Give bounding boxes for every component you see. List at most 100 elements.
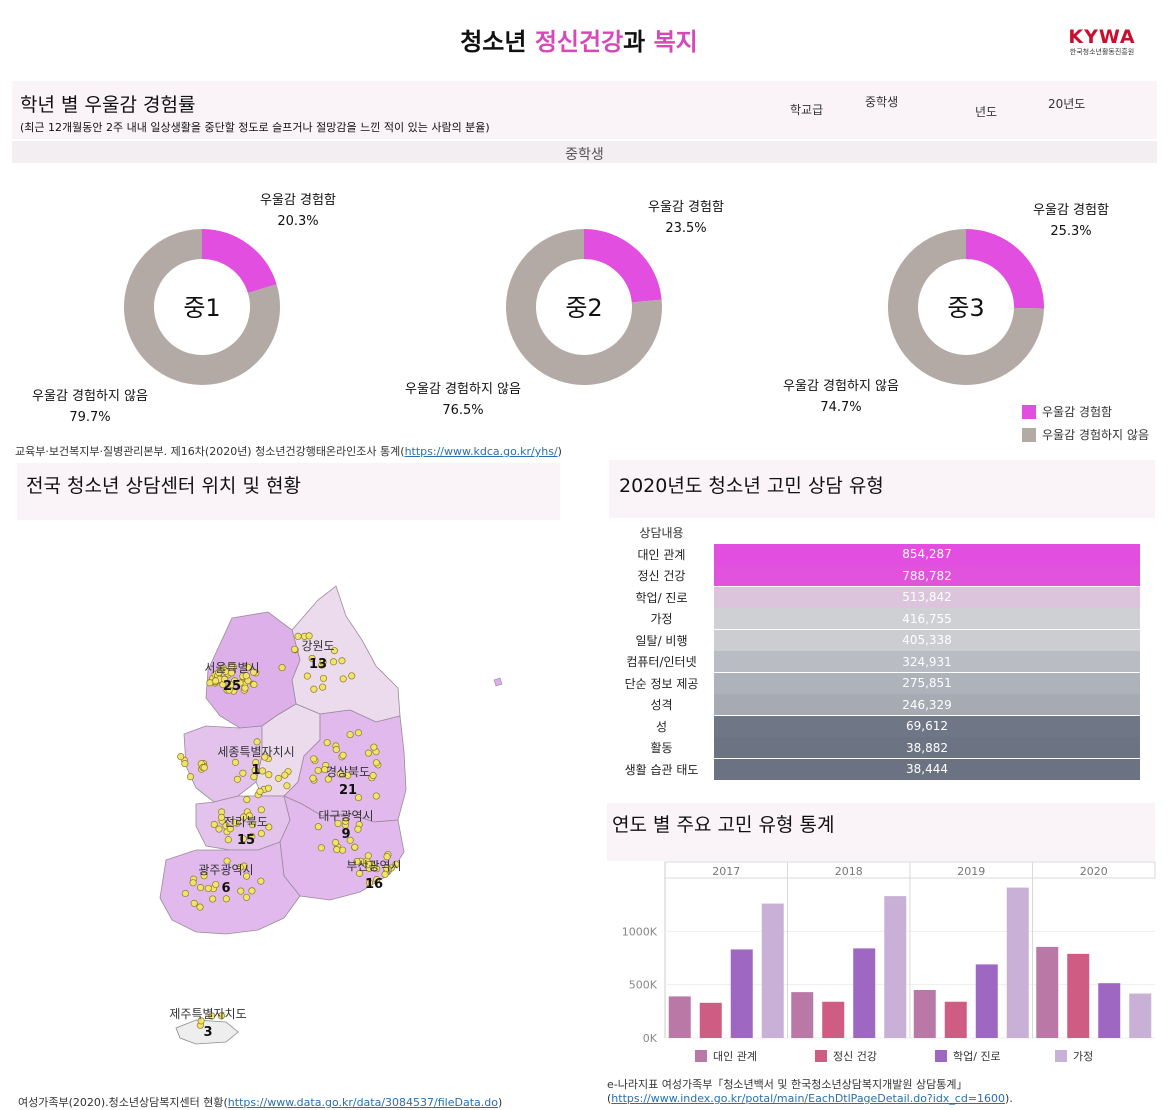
bar[interactable]: [668, 996, 691, 1038]
center-marker[interactable]: [208, 1012, 216, 1020]
consult-row[interactable]: 대인 관계 854,287: [609, 543, 1154, 566]
bar-legend-item[interactable]: 가정: [1055, 1050, 1093, 1063]
donut-3-slice-no[interactable]: [888, 229, 1044, 385]
donut-1[interactable]: 중1: [124, 229, 280, 385]
consult-row[interactable]: 컴퓨터/인터넷 324,931: [609, 651, 1154, 673]
donut-2-slice-no[interactable]: [506, 229, 662, 385]
map-source-link[interactable]: https://www.data.go.kr/data/3084537/file…: [227, 1096, 498, 1109]
donut-2[interactable]: 중2: [506, 229, 662, 385]
bar[interactable]: [913, 990, 936, 1038]
donut-3[interactable]: 중3: [888, 229, 1044, 385]
center-marker[interactable]: [333, 846, 341, 854]
center-marker[interactable]: [253, 738, 261, 746]
center-marker[interactable]: [309, 774, 317, 782]
center-marker[interactable]: [177, 753, 185, 761]
center-marker[interactable]: [244, 663, 252, 671]
center-marker[interactable]: [274, 774, 283, 782]
center-marker[interactable]: [305, 632, 313, 640]
center-marker[interactable]: [283, 782, 291, 790]
center-marker[interactable]: [314, 823, 322, 831]
center-marker[interactable]: [223, 857, 231, 865]
center-marker[interactable]: [215, 669, 223, 677]
bar[interactable]: [699, 1002, 722, 1038]
center-marker[interactable]: [351, 843, 359, 851]
center-marker[interactable]: [321, 766, 329, 774]
consult-row[interactable]: 정신 건강 788,782: [609, 565, 1154, 587]
center-marker[interactable]: [204, 884, 212, 892]
consult-row[interactable]: 활동 38,882: [609, 737, 1154, 759]
center-marker[interactable]: [217, 813, 226, 821]
center-marker[interactable]: [317, 844, 325, 852]
center-marker[interactable]: [331, 838, 340, 847]
center-marker[interactable]: [354, 794, 363, 802]
center-marker[interactable]: [339, 675, 347, 683]
center-marker[interactable]: [241, 684, 249, 692]
center-marker[interactable]: [369, 771, 377, 780]
center-marker[interactable]: [221, 675, 229, 683]
center-marker[interactable]: [370, 743, 378, 751]
center-marker[interactable]: [226, 825, 234, 833]
center-marker[interactable]: [310, 755, 318, 763]
center-marker[interactable]: [392, 860, 400, 868]
donut-2-slice-yes[interactable]: [583, 229, 662, 304]
center-marker[interactable]: [257, 806, 265, 814]
center-marker[interactable]: [250, 680, 258, 689]
center-marker[interactable]: [338, 657, 346, 665]
center-marker[interactable]: [372, 759, 380, 767]
center-marker[interactable]: [308, 654, 316, 662]
bar[interactable]: [791, 992, 814, 1038]
bar[interactable]: [944, 1001, 967, 1038]
center-marker[interactable]: [224, 836, 232, 844]
depression-source-link[interactable]: https://www.kdca.go.kr/yhs/: [404, 445, 558, 458]
center-marker[interactable]: [336, 770, 344, 778]
center-marker[interactable]: [257, 829, 265, 838]
center-marker[interactable]: [228, 663, 236, 671]
center-marker[interactable]: [265, 823, 273, 831]
center-marker[interactable]: [381, 870, 389, 878]
filter-school-select[interactable]: 중학생: [865, 95, 899, 109]
center-marker[interactable]: [240, 813, 248, 821]
center-marker[interactable]: [354, 729, 362, 737]
center-marker[interactable]: [231, 758, 239, 766]
center-marker[interactable]: [258, 767, 267, 775]
donut-1-slice-yes[interactable]: [201, 229, 277, 294]
center-marker[interactable]: [364, 852, 372, 860]
bar-legend-item[interactable]: 대인 관계: [695, 1050, 757, 1063]
center-marker[interactable]: [242, 893, 251, 901]
bar[interactable]: [1067, 953, 1090, 1038]
center-marker[interactable]: [215, 825, 223, 833]
bar[interactable]: [730, 949, 753, 1038]
center-marker[interactable]: [319, 658, 327, 666]
center-marker[interactable]: [291, 645, 299, 653]
center-marker[interactable]: [200, 872, 208, 880]
center-marker[interactable]: [233, 775, 241, 783]
yearly-source-link[interactable]: https://www.index.go.kr/potal/main/EachD…: [611, 1092, 1006, 1105]
center-marker[interactable]: [334, 819, 342, 827]
center-marker[interactable]: [365, 879, 374, 887]
center-marker[interactable]: [252, 759, 260, 767]
bar-legend-item[interactable]: 학업/ 진로: [935, 1050, 1001, 1063]
center-marker[interactable]: [373, 875, 381, 884]
center-marker[interactable]: [212, 880, 220, 889]
center-marker[interactable]: [332, 745, 340, 754]
center-marker[interactable]: [319, 674, 327, 682]
bar[interactable]: [1129, 993, 1152, 1038]
bar[interactable]: [975, 964, 998, 1038]
center-marker[interactable]: [248, 887, 256, 895]
center-marker[interactable]: [314, 766, 322, 775]
center-marker[interactable]: [217, 1012, 225, 1020]
center-marker[interactable]: [181, 889, 189, 898]
center-marker[interactable]: [243, 796, 251, 804]
center-marker[interactable]: [265, 771, 273, 779]
center-marker[interactable]: [186, 773, 195, 781]
donut-1-slice-no[interactable]: [124, 229, 280, 385]
center-marker[interactable]: [264, 784, 272, 792]
center-marker[interactable]: [248, 832, 256, 840]
center-marker[interactable]: [356, 869, 364, 877]
bar[interactable]: [884, 896, 907, 1038]
center-marker[interactable]: [354, 825, 362, 833]
consult-row[interactable]: 가정 416,755: [609, 608, 1154, 630]
center-marker[interactable]: [344, 771, 352, 779]
center-marker[interactable]: [365, 861, 373, 869]
center-marker[interactable]: [330, 647, 338, 655]
